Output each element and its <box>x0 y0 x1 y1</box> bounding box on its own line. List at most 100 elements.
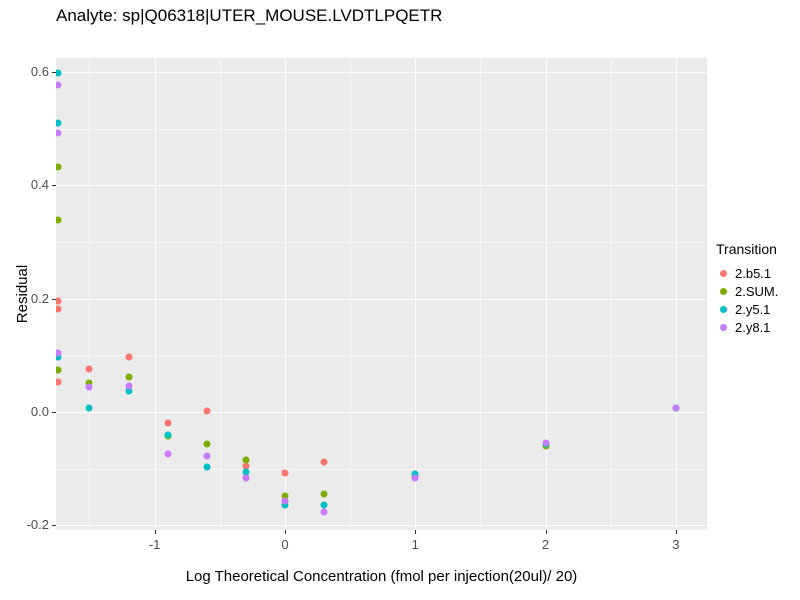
data-point-2.SUM. <box>125 373 133 381</box>
gridline-minor-vertical <box>89 58 91 530</box>
y-axis-tick <box>52 185 56 187</box>
y-axis-tick <box>52 412 56 414</box>
x-tick-label: 3 <box>672 537 680 552</box>
data-point-2.y5.1 <box>56 69 62 77</box>
gridline-minor-horizontal <box>56 355 707 357</box>
legend-item-2.y5.1: 2.y5.1 <box>716 300 778 318</box>
legend-point-icon <box>720 269 727 277</box>
data-point-2.y8.1 <box>56 349 62 357</box>
gridline-minor-vertical <box>219 58 221 530</box>
gridline-major-horizontal <box>56 185 707 187</box>
legend-item-label: 2.b5.1 <box>735 265 772 281</box>
data-point-2.y8.1 <box>85 383 93 391</box>
plot-panel <box>56 58 707 530</box>
data-point-2.SUM. <box>56 366 62 374</box>
data-point-2.y5.1 <box>242 468 250 476</box>
data-point-2.b5.1 <box>125 353 133 361</box>
data-point-2.SUM. <box>56 216 62 224</box>
data-point-2.y8.1 <box>56 81 62 89</box>
data-point-2.b5.1 <box>85 365 93 373</box>
legend-items: 2.b5.1 2.SUM. 2.y5.1 2.y8.1 <box>716 264 778 336</box>
gridline-major-vertical <box>545 58 547 530</box>
data-point-2.y5.1 <box>56 353 62 361</box>
data-point-2.y8.1 <box>320 508 328 516</box>
legend: Transition 2.b5.1 2.SUM. 2.y5.1 2.y8.1 <box>716 241 778 336</box>
legend-item-2.b5.1: 2.b5.1 <box>716 264 778 282</box>
data-point-2.b5.1 <box>56 297 62 305</box>
data-point-2.y8.1 <box>164 450 172 457</box>
legend-item-label: 2.SUM. <box>735 283 779 299</box>
y-tick-label: 0.0 <box>30 404 49 420</box>
gridline-minor-vertical <box>350 58 352 530</box>
gridline-minor-vertical <box>610 58 612 530</box>
data-point-2.SUM. <box>320 490 328 498</box>
gridline-major-vertical <box>675 58 677 530</box>
legend-title: Transition <box>716 241 777 257</box>
data-point-2.y8.1 <box>242 474 250 482</box>
data-point-2.SUM. <box>203 440 211 448</box>
gridline-minor-vertical <box>480 58 482 530</box>
legend-point-icon <box>720 287 727 295</box>
data-point-2.y5.1 <box>85 404 93 412</box>
data-point-2.y5.1 <box>281 501 289 509</box>
data-point-2.SUM. <box>242 456 250 464</box>
x-axis-label: Log Theoretical Concentration (fmol per … <box>185 568 578 585</box>
gridline-major-horizontal <box>56 72 707 74</box>
data-point-2.b5.1 <box>320 458 328 466</box>
gridline-major-vertical <box>154 58 156 530</box>
data-point-2.b5.1 <box>56 378 62 386</box>
data-point-2.y5.1 <box>203 463 211 471</box>
gridline-major-horizontal <box>56 298 707 300</box>
gridline-major-vertical <box>415 58 417 530</box>
x-axis-tick <box>154 530 156 534</box>
data-point-2.y8.1 <box>281 497 289 505</box>
data-point-2.SUM. <box>85 379 93 387</box>
y-tick-label: -0.2 <box>26 517 49 533</box>
y-tick-label: 0.2 <box>30 290 49 306</box>
x-axis-tick <box>284 530 286 534</box>
x-tick-label: -1 <box>148 537 161 552</box>
data-point-2.SUM. <box>56 163 62 171</box>
data-point-2.y8.1 <box>411 474 419 482</box>
data-point-2.y8.1 <box>125 382 133 390</box>
data-point-2.y5.1 <box>164 431 172 439</box>
data-point-2.b5.1 <box>242 462 250 470</box>
gridline-major-horizontal <box>56 412 707 414</box>
data-point-2.y8.1 <box>56 129 62 137</box>
gridline-minor-horizontal <box>56 468 707 470</box>
legend-item-label: 2.y8.1 <box>735 319 771 335</box>
legend-item-2.y8.1: 2.y8.1 <box>716 318 778 336</box>
data-point-2.b5.1 <box>164 419 172 427</box>
legend-point-icon <box>720 305 727 313</box>
x-tick-label: 2 <box>541 537 550 552</box>
y-tick-label: 0.4 <box>30 177 49 193</box>
legend-point-icon <box>720 323 727 331</box>
plot-title: Analyte: sp|Q06318|UTER_MOUSE.LVDTLPQETR <box>56 6 443 25</box>
y-tick-label: 0.6 <box>30 64 49 80</box>
gridline-minor-horizontal <box>56 128 707 130</box>
x-tick-label: 1 <box>411 537 419 552</box>
data-point-2.y8.1 <box>672 404 680 412</box>
gridline-major-horizontal <box>56 525 707 527</box>
data-point-2.y5.1 <box>56 119 62 127</box>
x-axis-tick <box>415 530 417 534</box>
data-point-2.y5.1 <box>320 501 328 508</box>
y-axis-tick <box>52 72 56 74</box>
legend-item-2.SUM.: 2.SUM. <box>716 282 778 300</box>
data-point-2.b5.1 <box>281 469 289 477</box>
gridline-minor-horizontal <box>56 242 707 244</box>
data-point-2.y5.1 <box>125 387 133 395</box>
data-point-2.SUM. <box>281 492 289 500</box>
x-axis-tick <box>675 530 677 534</box>
x-axis-tick <box>545 530 547 534</box>
legend-item-label: 2.y5.1 <box>735 301 771 317</box>
data-point-2.y8.1 <box>542 439 550 447</box>
y-axis-tick <box>52 525 56 527</box>
data-point-2.b5.1 <box>203 407 211 415</box>
data-point-2.y8.1 <box>203 452 211 460</box>
y-axis-tick <box>52 298 56 300</box>
gridline-major-vertical <box>284 58 286 530</box>
x-tick-label: 0 <box>281 537 289 552</box>
data-point-2.b5.1 <box>56 305 62 313</box>
